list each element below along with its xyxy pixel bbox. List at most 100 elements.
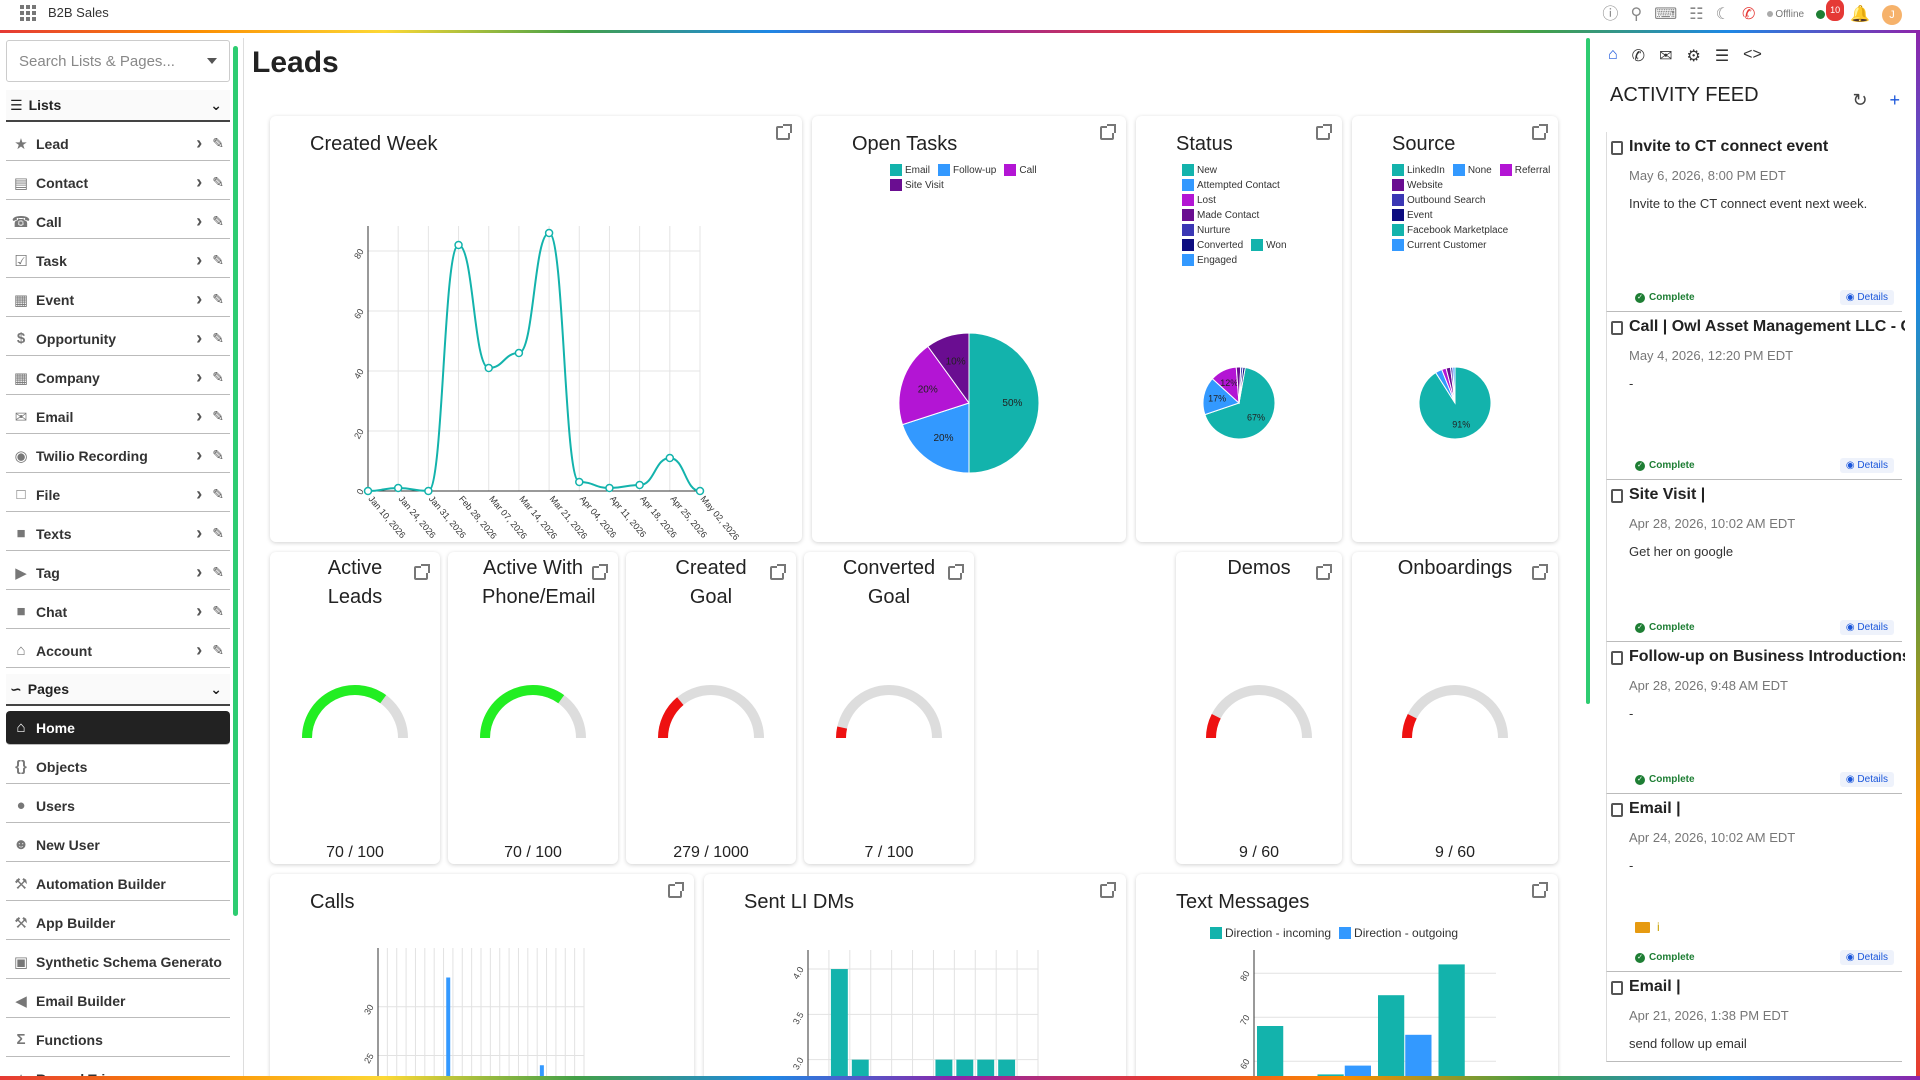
sidebar-item-company[interactable]: ▦ Company › ✎ — [6, 361, 230, 395]
external-link-icon[interactable] — [1532, 882, 1548, 898]
pencil-icon[interactable]: ✎ — [212, 603, 224, 619]
legend-item[interactable]: Website — [1392, 179, 1443, 191]
chevron-right-icon[interactable]: › — [196, 133, 203, 153]
feed-item[interactable]: Follow-up on Business Introductions Apr 2… — [1606, 642, 1905, 794]
external-link-icon[interactable] — [1100, 882, 1116, 898]
sidebar-item-texts[interactable]: ■ Texts › ✎ — [6, 517, 230, 551]
feed-item-title[interactable]: Site Visit | — [1629, 486, 1706, 503]
legend-item[interactable]: Made Contact — [1182, 209, 1322, 221]
sidebar-item-record-triggers[interactable]: ▲ Record Triggers — [6, 1062, 230, 1080]
sidebar-item-call[interactable]: ☎ Call › ✎ — [6, 205, 230, 239]
home-icon[interactable]: ⌂ — [1608, 46, 1618, 63]
main-scrollbar[interactable] — [1586, 38, 1590, 704]
feed-item-title[interactable]: Invite to CT connect event — [1629, 138, 1829, 155]
sidebar-item-home[interactable]: ⌂ Home — [6, 711, 230, 745]
sidebar-item-objects[interactable]: {} Objects — [6, 750, 230, 784]
details-button[interactable]: ◉ Details — [1839, 950, 1894, 965]
pencil-icon[interactable]: ✎ — [212, 447, 224, 463]
help-icon[interactable]: ⓘ — [1602, 6, 1619, 23]
pencil-icon[interactable]: ✎ — [212, 174, 224, 190]
keyboard-icon[interactable]: ⌨ — [1654, 6, 1678, 23]
sidebar-item-functions[interactable]: Σ Functions — [6, 1023, 230, 1057]
sidebar-item-automation-builder[interactable]: ⚒ Automation Builder — [6, 867, 230, 901]
pencil-icon[interactable]: ✎ — [212, 408, 224, 424]
legend-item[interactable]: Outbound Search — [1392, 194, 1542, 206]
chevron-right-icon[interactable]: › — [196, 484, 203, 504]
sidebar-item-app-builder[interactable]: ⚒ App Builder — [6, 906, 230, 940]
legend-item[interactable]: Event — [1392, 209, 1542, 221]
legend-item[interactable]: Direction - incoming — [1210, 926, 1331, 940]
legend-item[interactable]: Engaged — [1182, 254, 1322, 266]
sidebar-item-users[interactable]: ● Users — [6, 789, 230, 823]
chevron-right-icon[interactable]: › — [196, 289, 203, 309]
dark-mode-icon[interactable]: ☾ — [1715, 6, 1730, 23]
legend-item[interactable]: Referral — [1499, 164, 1550, 176]
feed-item[interactable]: Site Visit | Apr 28, 2026, 10:02 AM EDT Ge… — [1606, 480, 1902, 642]
filter-icon[interactable]: ☰ — [1714, 48, 1730, 65]
feed-item[interactable]: Invite to CT connect event May 6, 2026, 8… — [1606, 132, 1902, 312]
chevron-right-icon[interactable]: › — [196, 601, 203, 621]
external-link-icon[interactable] — [592, 564, 608, 580]
chevron-right-icon[interactable]: › — [196, 211, 203, 231]
legend-item[interactable]: Current Customer — [1392, 239, 1542, 251]
legend-item[interactable]: Nurture — [1182, 224, 1322, 236]
bell-icon[interactable]: 🔔 — [1850, 6, 1870, 23]
details-button[interactable]: ◉ Details — [1839, 290, 1894, 305]
sidebar-item-event[interactable]: ▦ Event › ✎ — [6, 283, 230, 317]
feed-item[interactable]: Email | Apr 24, 2026, 10:02 AM EDT - i ✓ Comp… — [1606, 794, 1902, 972]
sidebar-item-contact[interactable]: ▤ Contact › ✎ — [6, 166, 230, 200]
sidebar-scrollbar[interactable] — [233, 46, 238, 916]
chevron-right-icon[interactable]: › — [196, 562, 203, 582]
pencil-icon[interactable]: ✎ — [212, 252, 224, 268]
external-link-icon[interactable] — [414, 564, 430, 580]
chevron-right-icon[interactable]: › — [196, 523, 203, 543]
chevron-right-icon[interactable]: › — [196, 250, 203, 270]
pencil-icon[interactable]: ✎ — [212, 564, 224, 580]
pencil-icon[interactable]: ✎ — [212, 291, 224, 307]
feed-item[interactable]: Call | Owl Asset Management LLC - G May 4… — [1606, 312, 1905, 480]
feed-item-title[interactable]: Email | — [1629, 978, 1681, 995]
pencil-icon[interactable]: ✎ — [212, 369, 224, 385]
legend-item[interactable]: Follow-up — [938, 164, 996, 176]
sidebar-item-twilio-recording[interactable]: ◉ Twilio Recording › ✎ — [6, 439, 230, 473]
legend-item[interactable]: Attempted Contact — [1182, 179, 1322, 191]
feed-item-title[interactable]: Follow-up on Business Introductions — [1629, 648, 1905, 665]
pencil-icon[interactable]: ✎ — [212, 525, 224, 541]
lists-section-header[interactable]: ☰ Lists ⌄ — [6, 90, 230, 122]
apps-grid-icon[interactable] — [20, 5, 36, 21]
sidebar-item-account[interactable]: ⌂ Account › ✎ — [6, 634, 230, 668]
refresh-icon[interactable]: ↻ — [1852, 90, 1868, 110]
legend-item[interactable]: Lost — [1182, 194, 1322, 206]
details-button[interactable]: ◉ Details — [1839, 772, 1894, 787]
phone-icon[interactable]: ✆ — [1631, 48, 1646, 65]
sidebar-item-email[interactable]: ✉ Email › ✎ — [6, 400, 230, 434]
chevron-down-icon[interactable]: ⌄ — [210, 680, 222, 697]
legend-item[interactable]: Call — [1004, 164, 1037, 176]
external-link-icon[interactable] — [948, 564, 964, 580]
add-icon[interactable]: + — [1889, 90, 1900, 110]
legend-item[interactable]: Facebook Marketplace — [1392, 224, 1542, 236]
external-link-icon[interactable] — [1100, 124, 1116, 140]
sidebar-item-synthetic-schema-generato[interactable]: ▣ Synthetic Schema Generato — [6, 945, 230, 979]
legend-item[interactable]: Won — [1251, 239, 1287, 251]
sidebar-item-email-builder[interactable]: ◀ Email Builder — [6, 984, 230, 1018]
external-link-icon[interactable] — [1316, 564, 1332, 580]
sidebar-item-opportunity[interactable]: $ Opportunity › ✎ — [6, 322, 230, 356]
pencil-icon[interactable]: ✎ — [212, 486, 224, 502]
details-button[interactable]: ◉ Details — [1839, 458, 1894, 473]
feed-item-title[interactable]: Call | Owl Asset Management LLC - G — [1629, 318, 1905, 335]
chevron-right-icon[interactable]: › — [196, 445, 203, 465]
feed-item-title[interactable]: Email | — [1629, 800, 1681, 817]
robot-icon[interactable]: ⚙ — [1686, 48, 1701, 65]
chevron-right-icon[interactable]: › — [196, 640, 203, 660]
chevron-right-icon[interactable]: › — [196, 367, 203, 387]
pencil-icon[interactable]: ✎ — [212, 213, 224, 229]
avatar[interactable]: J — [1882, 5, 1902, 25]
external-link-icon[interactable] — [668, 882, 684, 898]
external-link-icon[interactable] — [776, 124, 792, 140]
chevron-right-icon[interactable]: › — [196, 328, 203, 348]
pencil-icon[interactable]: ✎ — [212, 330, 224, 346]
external-link-icon[interactable] — [1532, 564, 1548, 580]
legend-item[interactable]: Email — [890, 164, 930, 176]
phone-status-icon[interactable]: ✆ — [1741, 6, 1756, 23]
